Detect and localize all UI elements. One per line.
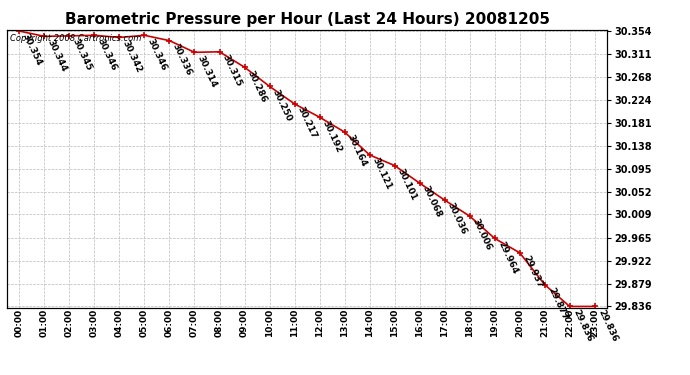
Text: 30.315: 30.315 (221, 53, 244, 88)
Text: 30.344: 30.344 (46, 38, 68, 73)
Text: 29.836: 29.836 (571, 308, 594, 343)
Text: 30.250: 30.250 (271, 88, 294, 123)
Text: 30.345: 30.345 (71, 37, 94, 72)
Text: 30.101: 30.101 (396, 167, 419, 202)
Text: 30.314: 30.314 (196, 54, 219, 89)
Text: 30.036: 30.036 (446, 201, 469, 237)
Text: 30.192: 30.192 (321, 118, 344, 154)
Title: Barometric Pressure per Hour (Last 24 Hours) 20081205: Barometric Pressure per Hour (Last 24 Ho… (65, 12, 549, 27)
Text: 30.336: 30.336 (171, 42, 194, 77)
Text: 30.286: 30.286 (246, 69, 268, 104)
Text: 30.342: 30.342 (121, 39, 144, 74)
Text: 29.937: 29.937 (521, 254, 544, 290)
Text: 30.006: 30.006 (471, 217, 493, 252)
Text: 29.964: 29.964 (496, 240, 519, 275)
Text: 30.346: 30.346 (96, 37, 119, 72)
Text: 30.121: 30.121 (371, 156, 394, 191)
Text: 30.354: 30.354 (21, 33, 43, 68)
Text: 30.068: 30.068 (421, 184, 444, 219)
Text: 30.217: 30.217 (296, 105, 319, 141)
Text: 29.877: 29.877 (546, 286, 569, 321)
Text: Copyright 2008 Cartronics.com: Copyright 2008 Cartronics.com (10, 34, 141, 43)
Text: 30.346: 30.346 (146, 37, 168, 72)
Text: 30.164: 30.164 (346, 134, 368, 169)
Text: 29.836: 29.836 (596, 308, 619, 343)
